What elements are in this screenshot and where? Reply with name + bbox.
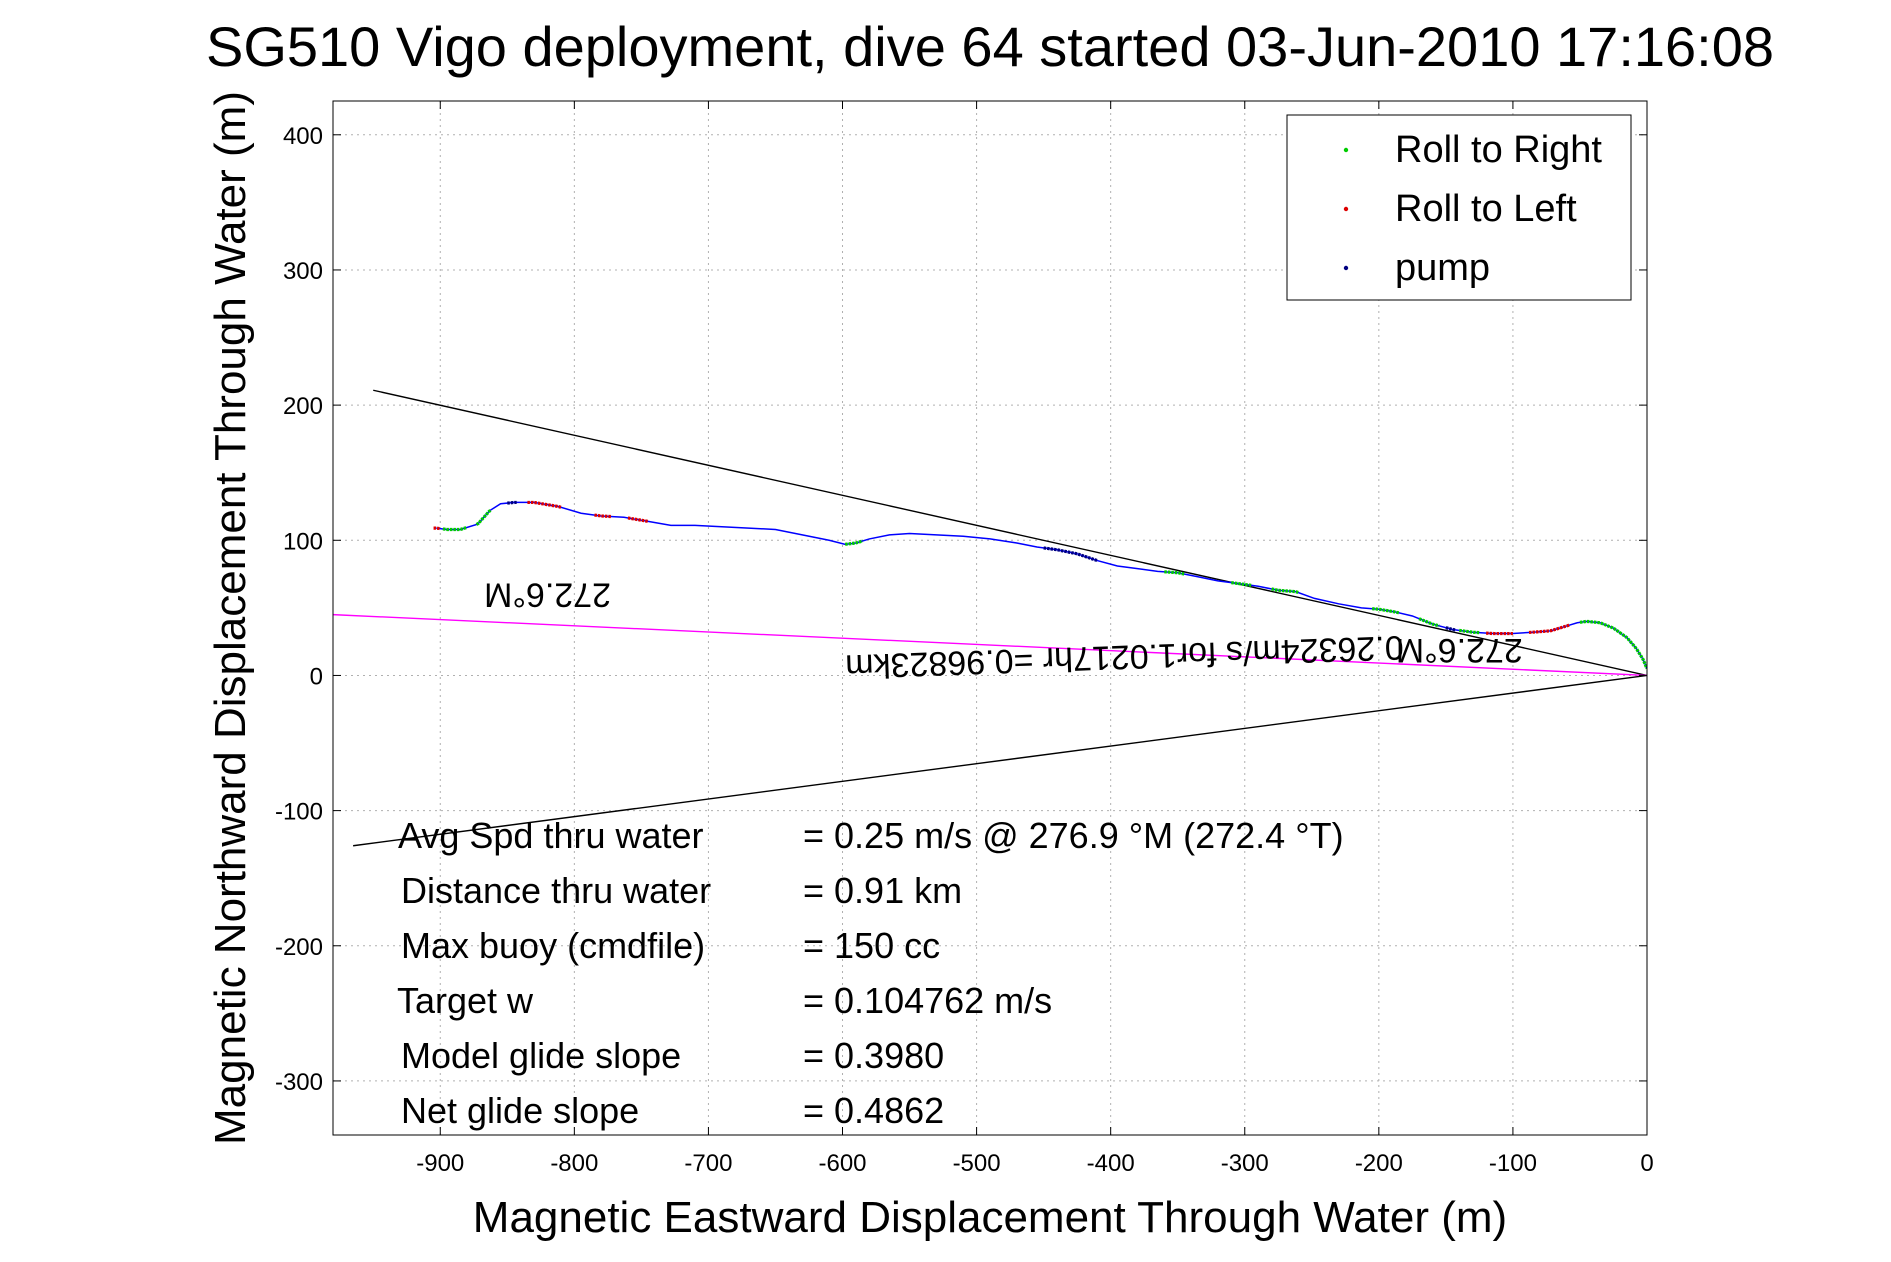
axes-frame (332, 100, 1648, 1136)
legend-marker (1343, 147, 1349, 153)
x-tick-label: -700 (684, 1150, 732, 1177)
legend-entry: Roll to Left (1395, 188, 1577, 230)
reference-lines (333, 389, 1647, 847)
stat-label: Target w (397, 980, 534, 1021)
axis-ticks: -900 -800 -700 -600 -500 -400 -300 -200 -100 0 -30… (275, 101, 1654, 1177)
heading-line-lower (353, 674, 1647, 847)
x-tick-label: -500 (953, 1150, 1001, 1177)
x-tick-label: -100 (1489, 1150, 1537, 1177)
legend-entry: pump (1395, 247, 1490, 289)
y-tick-label: -100 (275, 799, 323, 826)
y-tick-label: -300 (275, 1069, 323, 1096)
y-tick-label: 0 (310, 663, 323, 690)
stat-value: = 0.91 km (803, 870, 962, 911)
roll-left-segment (594, 513, 612, 519)
y-tick-label: 400 (283, 123, 323, 150)
stat-label: Max buoy (cmdfile) (401, 925, 705, 966)
dive-track (433, 500, 1647, 670)
stat-label: Net glide slope (401, 1090, 639, 1131)
plot-annotation: 272.6°M (484, 576, 611, 614)
legend: Roll to Right Roll to Left pump (1286, 114, 1632, 301)
x-tick-label: -900 (416, 1150, 464, 1177)
course-line (333, 613, 1647, 677)
stat-value: = 0.3980 (803, 1035, 944, 1076)
y-tick-label: 200 (283, 393, 323, 420)
stat-label: Distance thru water (401, 870, 711, 911)
roll-right-segment (475, 508, 493, 526)
stat-label: Avg Spd thru water (398, 815, 704, 856)
plot-annotation: 272.6°M (1396, 631, 1523, 669)
pump-segment (507, 500, 517, 505)
roll-right-segment (1579, 619, 1647, 670)
x-tick-label: -400 (1087, 1150, 1135, 1177)
stat-value: = 150 cc (803, 925, 940, 966)
stat-value: = 0.104762 m/s (803, 980, 1052, 1021)
x-axis-label: Magnetic Eastward Displacement Through W… (473, 1193, 1507, 1242)
roll-right-segment (844, 539, 864, 546)
roll-right-segment (1418, 617, 1440, 628)
roll-right-segment (442, 525, 468, 532)
stat-value: = 0.4862 (803, 1090, 944, 1131)
y-axis-label: Magnetic Northward Displacement Through … (206, 91, 255, 1145)
stats-block: Avg Spd thru water = 0.25 m/s @ 276.9 °M … (397, 815, 1344, 1131)
chart-title: SG510 Vigo deployment, dive 64 started 0… (206, 15, 1774, 78)
legend-marker (1343, 265, 1349, 271)
roll-right-segment (1372, 607, 1400, 615)
roll-left-segment (433, 526, 441, 531)
x-tick-label: -200 (1355, 1150, 1403, 1177)
y-tick-label: 100 (283, 528, 323, 555)
x-tick-label: -300 (1221, 1150, 1269, 1177)
legend-marker (1343, 206, 1349, 212)
y-tick-label: 300 (283, 258, 323, 285)
track-line (436, 501, 1647, 669)
stat-label: Model glide slope (401, 1035, 681, 1076)
stat-value: = 0.25 m/s @ 276.9 °M (272.4 °T) (803, 815, 1344, 856)
roll-right-segment (1271, 587, 1299, 595)
roll-left-segment (527, 500, 562, 509)
pump-segment (1445, 626, 1456, 632)
x-tick-label: -800 (550, 1150, 598, 1177)
heading-line-upper (373, 389, 1647, 677)
pump-segment (1043, 546, 1098, 563)
x-tick-label: 0 (1640, 1150, 1653, 1177)
x-tick-label: -600 (818, 1150, 866, 1177)
y-tick-label: -200 (275, 934, 323, 961)
legend-entry: Roll to Right (1395, 129, 1602, 171)
